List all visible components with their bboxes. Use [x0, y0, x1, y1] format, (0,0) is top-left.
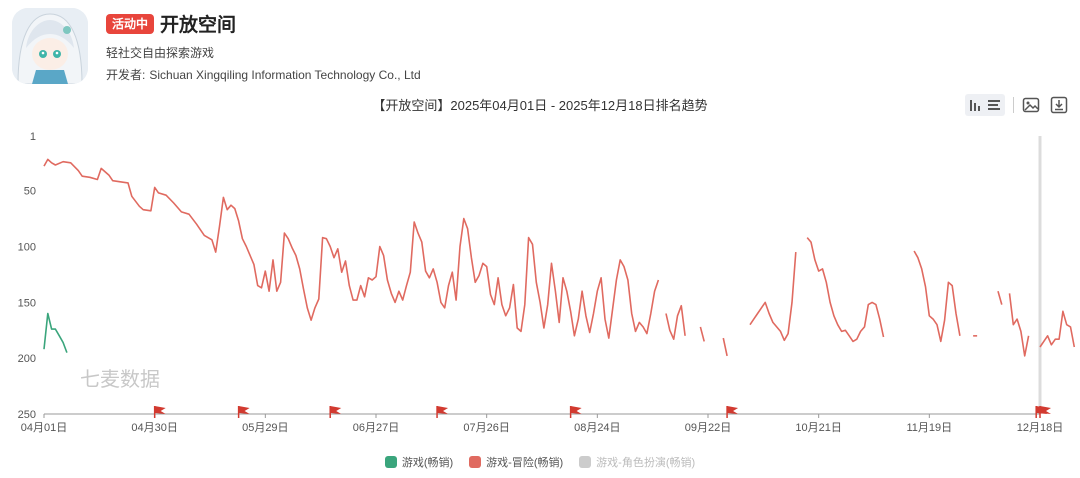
- watermark-text: 七麦数据: [80, 367, 160, 391]
- developer-name: Sichuan Xingqiling Information Technolog…: [149, 68, 421, 82]
- legend-item[interactable]: 游戏-角色扮演(畅销): [579, 454, 695, 470]
- x-tick-label: 11月19日: [907, 422, 953, 434]
- chart-toolbar: [959, 94, 1070, 116]
- chart-title: 【开放空间】2025年04月01日 - 2025年12月18日排名趋势: [372, 98, 708, 113]
- series-line: [1039, 310, 1076, 348]
- chart-legend: 游戏(畅销) 游戏-冒险(畅销) 游戏-角色扮演(畅销): [0, 454, 1080, 470]
- download-button[interactable]: [1048, 94, 1070, 116]
- legend-swatch: [579, 456, 592, 468]
- download-icon: [1050, 96, 1068, 114]
- event-flag-icon: [437, 406, 449, 414]
- event-flag-icon: [570, 406, 582, 414]
- app-name: 开放空间: [160, 15, 237, 36]
- x-tick-label: 06月27日: [353, 422, 399, 434]
- developer-label: 开发者:: [106, 68, 146, 82]
- x-tick-label: 09月22日: [685, 422, 731, 434]
- y-tick-label: 150: [18, 297, 36, 309]
- y-tick-label: 50: [24, 186, 36, 198]
- y-tick-label: 250: [18, 409, 36, 421]
- x-tick-label: 12月18日: [1017, 422, 1063, 434]
- series-line: [699, 326, 705, 342]
- x-tick-label: 05月29日: [242, 422, 288, 434]
- x-tick-label: 04月01日: [21, 422, 67, 434]
- x-tick-label: 07月26日: [463, 422, 509, 434]
- x-tick-label: 08月24日: [574, 422, 620, 434]
- series-line: [1008, 293, 1030, 357]
- series-line: [749, 252, 797, 342]
- toolbar-divider: [1013, 97, 1014, 113]
- event-flag-icon: [1040, 406, 1051, 414]
- bar-chart-icon: [970, 100, 1000, 111]
- x-tick-label: 04月30日: [131, 422, 177, 434]
- save-image-button[interactable]: [1020, 94, 1042, 116]
- app-avatar-image: [12, 8, 88, 84]
- series-line: [43, 158, 660, 339]
- series-line: [997, 290, 1003, 305]
- app-header: 活动中 开放空间 轻社交自由探索游戏 开发者: Sichuan Xingqilin…: [0, 0, 1080, 92]
- event-flag-icon: [238, 406, 250, 414]
- event-flag-icon: [330, 406, 342, 414]
- event-badge: 活动中: [106, 13, 155, 34]
- legend-label: 游戏-角色扮演(畅销): [596, 457, 696, 469]
- event-flag-icon: [727, 406, 739, 414]
- legend-swatch: [469, 456, 482, 468]
- developer-line: 开发者: Sichuan Xingqiling Information Techn…: [106, 66, 421, 83]
- chart-view-toggle[interactable]: [965, 94, 1005, 116]
- y-tick-label: 1: [30, 131, 36, 143]
- series-line: [722, 337, 728, 357]
- event-flag-icon: [154, 406, 166, 414]
- legend-label: 游戏-冒险(畅销): [486, 457, 564, 469]
- series-line: [43, 312, 68, 353]
- legend-item[interactable]: 游戏-冒险(畅销): [469, 454, 563, 470]
- app-icon: [12, 8, 88, 84]
- series-line: [806, 237, 885, 343]
- legend-item[interactable]: 游戏(畅销): [384, 454, 454, 470]
- legend-swatch: [384, 456, 397, 468]
- x-tick-label: 10月21日: [795, 422, 841, 434]
- y-tick-label: 200: [18, 353, 36, 365]
- y-tick-label: 100: [18, 242, 36, 254]
- legend-label: 游戏(畅销): [401, 457, 454, 469]
- series-line: [665, 304, 686, 340]
- series-line: [913, 250, 961, 343]
- image-icon: [1022, 97, 1040, 113]
- app-subtitle: 轻社交自由探索游戏: [106, 46, 215, 60]
